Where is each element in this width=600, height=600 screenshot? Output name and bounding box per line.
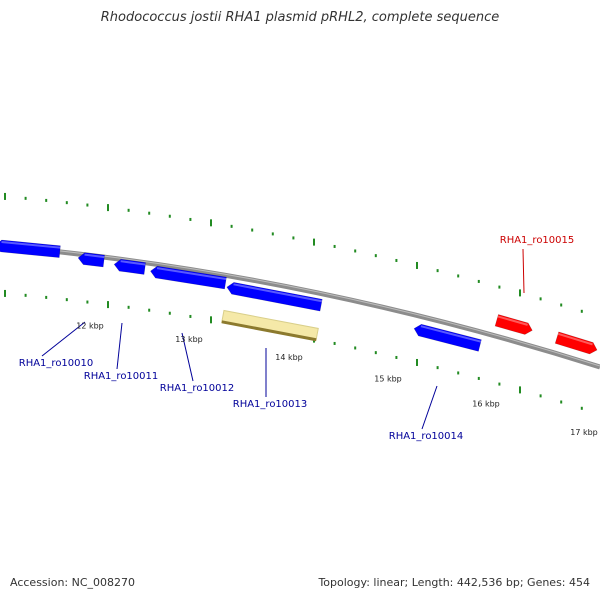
gene-rha1-ro10015[interactable]	[494, 314, 534, 337]
gene-rha1-ro10012[interactable]	[150, 265, 227, 290]
tick-label: 16 kbp	[472, 399, 500, 408]
tick-label: 17 kbp	[570, 428, 598, 437]
gene-features	[0, 239, 599, 356]
major-ticks	[4, 192, 521, 394]
gene-leader-line	[522, 248, 525, 294]
gene-label[interactable]: RHA1_ro10013	[233, 399, 308, 410]
gene-rha1-ro10013[interactable]	[226, 281, 323, 312]
gene-label[interactable]: RHA1_ro10012	[160, 383, 235, 394]
gene-rha1-ro10010[interactable]	[77, 252, 105, 268]
tick-label: 13 kbp	[175, 335, 203, 344]
gene-rha1-ro10014[interactable]	[413, 323, 482, 352]
accession-text: Accession: NC_008270	[10, 576, 136, 589]
gene-label[interactable]: RHA1_ro10010	[19, 358, 94, 369]
gene-rha1-ro10011[interactable]	[113, 258, 146, 275]
map-summary-text: Topology: linear; Length: 442,536 bp; Ge…	[318, 576, 590, 589]
gene-label[interactable]: RHA1_ro10014	[389, 431, 464, 442]
gene-label[interactable]: RHA1_ro10011	[84, 371, 159, 382]
map-title: Rhodococcus jostii RHA1 plasmid pRHL2, c…	[100, 10, 500, 25]
gene-leader-line	[41, 321, 86, 357]
tick-labels: 12 kbp 13 kbp 14 kbp 15 kbp 16 kbp 17 kbp	[76, 321, 598, 437]
selected-region[interactable]	[221, 309, 319, 342]
highlight-region[interactable]	[221, 309, 319, 342]
gene-label-leaders	[41, 248, 525, 430]
gene-leader-line	[181, 332, 194, 382]
tick-label: 15 kbp	[374, 374, 402, 383]
gene-feature[interactable]	[554, 331, 599, 356]
gene-leader-line	[421, 385, 438, 430]
gene-leader-line	[116, 322, 123, 370]
tick-label: 14 kbp	[275, 353, 303, 362]
tick-label: 12 kbp	[76, 321, 104, 330]
gene-feature[interactable]	[0, 239, 61, 258]
gene-label[interactable]: RHA1_ro10015	[500, 235, 575, 246]
